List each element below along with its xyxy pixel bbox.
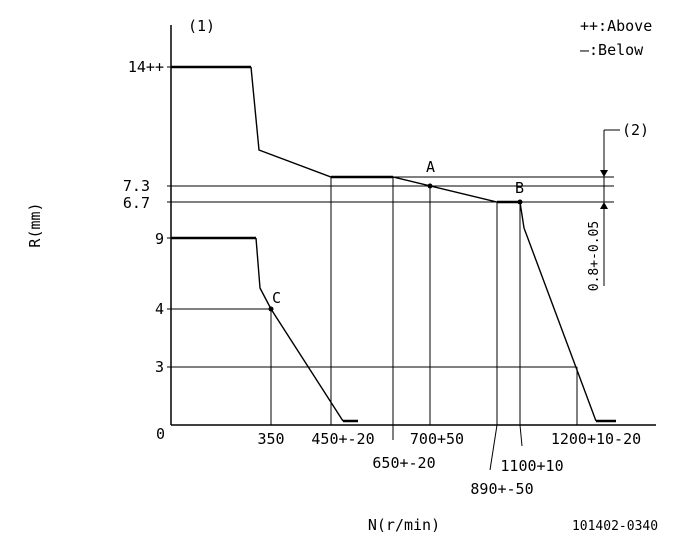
x-tick-450: 450+-20 <box>311 430 374 448</box>
ref-label-1: (1) <box>188 17 215 35</box>
point-b-label: B <box>515 179 524 197</box>
y-tick-marks <box>167 66 171 368</box>
document-id: 101402-0340 <box>572 519 658 534</box>
ref-label-2: (2) <box>622 121 649 139</box>
point-b-marker <box>517 199 523 205</box>
x-tick-700: 700+50 <box>410 430 464 448</box>
y-tick-4: 4 <box>155 300 164 318</box>
leader-1100 <box>519 424 523 447</box>
y-tick-3: 3 <box>155 358 164 376</box>
point-c-label: C <box>272 289 281 307</box>
y-tick-7-3: 7.3 <box>123 177 150 195</box>
legend-below: —:Below <box>580 41 644 59</box>
dimension-label: 0.8+-0.05 <box>587 221 602 291</box>
leader-890 <box>489 424 498 471</box>
x-tick-350: 350 <box>257 430 284 448</box>
x-tick-890: 890+-50 <box>470 480 533 498</box>
x-axis-label: N(r/min) <box>368 516 440 534</box>
point-c-marker <box>268 306 274 312</box>
dimension-marker <box>600 129 620 286</box>
y-tick-14: 14++ <box>128 58 164 76</box>
x-tick-1100: 1100+10 <box>500 457 563 475</box>
y-tick-9: 9 <box>155 230 164 248</box>
origin-label: 0 <box>156 425 165 443</box>
curve-upper <box>250 66 597 422</box>
y-axis-label: R(mm) <box>26 202 44 247</box>
y-tick-6-7: 6.7 <box>123 194 150 212</box>
x-tick-1200: 1200+10-20 <box>551 430 641 448</box>
point-a-marker <box>427 183 433 189</box>
curve-lower <box>255 237 344 422</box>
legend-above: ++:Above <box>580 17 652 35</box>
point-a-label: A <box>426 158 435 176</box>
x-tick-650: 650+-20 <box>372 454 435 472</box>
